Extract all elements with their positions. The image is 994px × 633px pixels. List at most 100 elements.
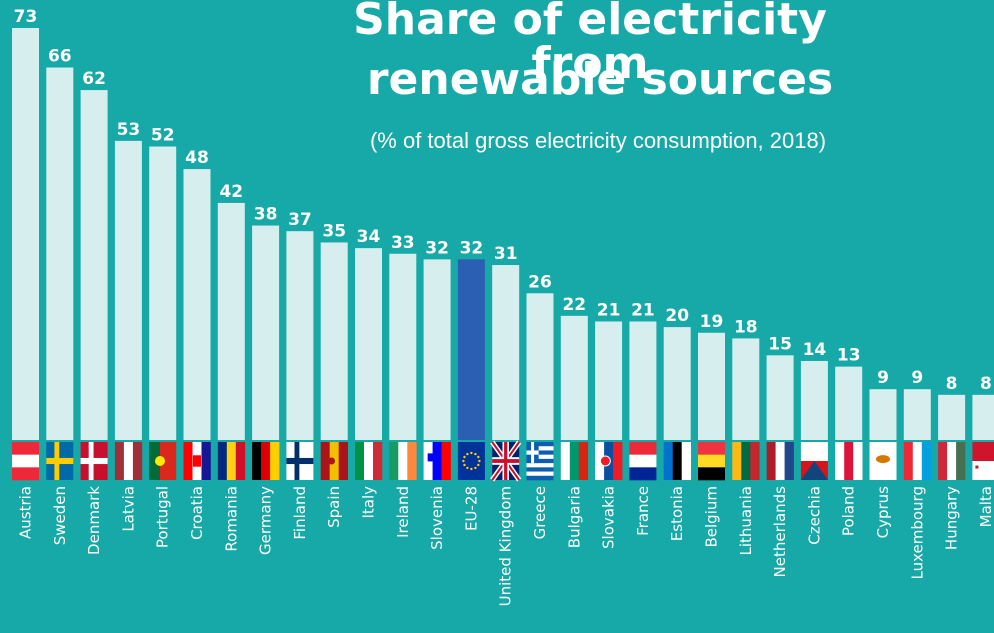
flag-germany-icon [252, 442, 280, 480]
category-label-cyprus: Cyprus [874, 486, 892, 539]
bar-latvia [114, 140, 142, 440]
flag-poland-icon [835, 442, 863, 480]
value-label-ireland: 33 [391, 233, 415, 253]
value-label-luxembourg: 9 [911, 368, 923, 388]
bar-slovakia [595, 321, 623, 440]
value-label-austria: 73 [14, 7, 38, 27]
flag-finland-icon [286, 442, 314, 480]
value-label-croatia: 48 [185, 148, 209, 168]
category-label-bulgaria: Bulgaria [565, 486, 583, 548]
value-label-bulgaria: 22 [562, 295, 586, 315]
bar-greece [526, 293, 554, 440]
category-label-luxembourg: Luxembourg [908, 486, 926, 580]
bar-italy [355, 248, 382, 440]
category-label-croatia: Croatia [188, 486, 206, 540]
value-label-romania: 42 [219, 182, 243, 202]
flag-portugal-icon [149, 442, 177, 480]
bar-spain [320, 242, 348, 440]
flag-bulgaria-icon [560, 442, 589, 480]
bar-bulgaria [560, 315, 588, 440]
flag-austria-icon [12, 442, 39, 481]
value-label-poland: 13 [837, 346, 861, 366]
chart-title-line-1: Share of electricity from [353, 0, 827, 89]
flag-united-kingdom-icon [490, 440, 522, 482]
flag-greece-icon [526, 442, 554, 481]
category-label-sweden: Sweden [51, 486, 69, 545]
flag-romania-icon [217, 442, 246, 480]
category-label-romania: Romania [222, 486, 240, 552]
bar-ireland [389, 253, 417, 440]
category-label-czechia: Czechia [805, 486, 823, 545]
value-label-germany: 38 [254, 205, 278, 225]
bar-eu-28 [457, 259, 485, 440]
category-label-greece: Greece [531, 486, 549, 539]
category-label-spain: Spain [325, 486, 343, 528]
value-label-belgium: 19 [700, 312, 724, 332]
chart-subtitle: (% of total gross electricity consumptio… [369, 128, 827, 153]
bar-romania [217, 202, 245, 440]
bar-poland [835, 366, 863, 440]
category-label-austria: Austria [17, 486, 35, 539]
bar-denmark [80, 90, 108, 441]
bar-croatia [183, 169, 211, 440]
bar-finland [286, 231, 314, 440]
value-label-france: 21 [631, 300, 655, 320]
bar-luxembourg [903, 389, 931, 440]
bar-netherlands [766, 355, 794, 440]
value-label-malta: 8 [980, 374, 992, 394]
flag-denmark-icon [80, 442, 108, 480]
bar-lithuania [732, 338, 760, 440]
flag-estonia-icon [663, 442, 691, 480]
bar-slovenia [423, 259, 451, 440]
flag-sweden-icon [46, 442, 74, 480]
value-label-finland: 37 [288, 210, 312, 230]
flag-france-icon [629, 442, 657, 481]
category-label-estonia: Estonia [668, 486, 686, 541]
value-label-denmark: 62 [82, 69, 106, 89]
flag-belgium-icon [698, 442, 725, 481]
value-label-estonia: 20 [665, 306, 689, 326]
flag-lithuania-icon [732, 442, 760, 480]
value-label-sweden: 66 [48, 47, 72, 67]
value-label-lithuania: 18 [734, 317, 758, 337]
value-label-netherlands: 15 [768, 334, 792, 354]
value-label-latvia: 53 [117, 120, 141, 140]
flag-croatia-icon [183, 442, 211, 480]
flag-cyprus-icon [869, 442, 897, 480]
bar-estonia [663, 327, 691, 440]
category-label-slovakia: Slovakia [600, 486, 618, 549]
flag-czechia-icon [800, 442, 828, 480]
category-label-denmark: Denmark [85, 486, 103, 555]
value-label-eu-28: 32 [460, 238, 484, 258]
bar-cyprus [869, 389, 897, 440]
bar-portugal [149, 146, 177, 440]
category-label-italy: Italy [360, 486, 378, 519]
category-label-malta: Malta [977, 486, 994, 527]
category-label-belgium: Belgium [703, 486, 721, 548]
bar-belgium [698, 332, 725, 440]
flag-latvia-icon [114, 442, 143, 480]
category-label-eu-28: EU-28 [462, 486, 480, 531]
value-label-united-kingdom: 31 [494, 244, 518, 264]
bar-czechia [800, 360, 828, 440]
category-label-poland: Poland [840, 486, 858, 536]
category-label-latvia: Latvia [119, 486, 137, 532]
bar-france [629, 321, 657, 440]
chart-title-line-2: renewable sources [366, 54, 834, 105]
bar-malta [972, 394, 994, 440]
value-label-slovakia: 21 [597, 300, 621, 320]
bar-austria [12, 28, 39, 440]
category-label-hungary: Hungary [943, 486, 961, 550]
flag-italy-icon [355, 442, 383, 480]
flag-luxembourg-icon [903, 442, 932, 480]
flag-slovakia-icon [595, 442, 623, 480]
value-label-portugal: 52 [151, 126, 175, 146]
value-label-hungary: 8 [946, 374, 958, 394]
category-label-united-kingdom: United Kingdom [497, 486, 515, 606]
value-label-greece: 26 [528, 272, 552, 292]
flag-netherlands-icon [766, 442, 794, 480]
flag-slovenia-icon [423, 442, 451, 480]
category-label-slovenia: Slovenia [428, 486, 446, 550]
category-label-finland: Finland [291, 486, 309, 540]
